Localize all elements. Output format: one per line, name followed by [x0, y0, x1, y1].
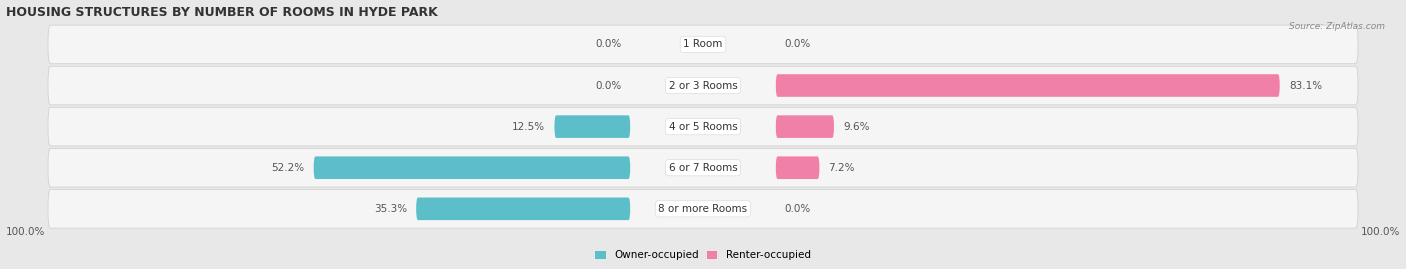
Text: 35.3%: 35.3%: [374, 204, 408, 214]
FancyBboxPatch shape: [48, 66, 1358, 105]
FancyBboxPatch shape: [48, 107, 1358, 146]
FancyBboxPatch shape: [48, 189, 1358, 228]
Text: 4 or 5 Rooms: 4 or 5 Rooms: [669, 122, 737, 132]
Text: Source: ZipAtlas.com: Source: ZipAtlas.com: [1289, 22, 1385, 30]
Text: 1 Room: 1 Room: [683, 40, 723, 49]
Text: 0.0%: 0.0%: [595, 40, 621, 49]
FancyBboxPatch shape: [416, 197, 630, 220]
FancyBboxPatch shape: [314, 156, 630, 179]
Text: 9.6%: 9.6%: [844, 122, 869, 132]
Text: 7.2%: 7.2%: [828, 163, 855, 173]
Text: 2 or 3 Rooms: 2 or 3 Rooms: [669, 80, 737, 91]
Text: 52.2%: 52.2%: [271, 163, 305, 173]
FancyBboxPatch shape: [776, 74, 1279, 97]
Text: 0.0%: 0.0%: [785, 204, 811, 214]
FancyBboxPatch shape: [776, 156, 820, 179]
Text: 0.0%: 0.0%: [785, 40, 811, 49]
Text: 83.1%: 83.1%: [1289, 80, 1322, 91]
FancyBboxPatch shape: [48, 25, 1358, 64]
Text: 0.0%: 0.0%: [595, 80, 621, 91]
Text: 100.0%: 100.0%: [1361, 227, 1400, 237]
Text: HOUSING STRUCTURES BY NUMBER OF ROOMS IN HYDE PARK: HOUSING STRUCTURES BY NUMBER OF ROOMS IN…: [6, 6, 437, 19]
Text: 12.5%: 12.5%: [512, 122, 546, 132]
Text: 8 or more Rooms: 8 or more Rooms: [658, 204, 748, 214]
FancyBboxPatch shape: [776, 115, 834, 138]
FancyBboxPatch shape: [554, 115, 630, 138]
Text: 6 or 7 Rooms: 6 or 7 Rooms: [669, 163, 737, 173]
Legend: Owner-occupied, Renter-occupied: Owner-occupied, Renter-occupied: [591, 246, 815, 264]
FancyBboxPatch shape: [48, 148, 1358, 187]
Text: 100.0%: 100.0%: [6, 227, 45, 237]
